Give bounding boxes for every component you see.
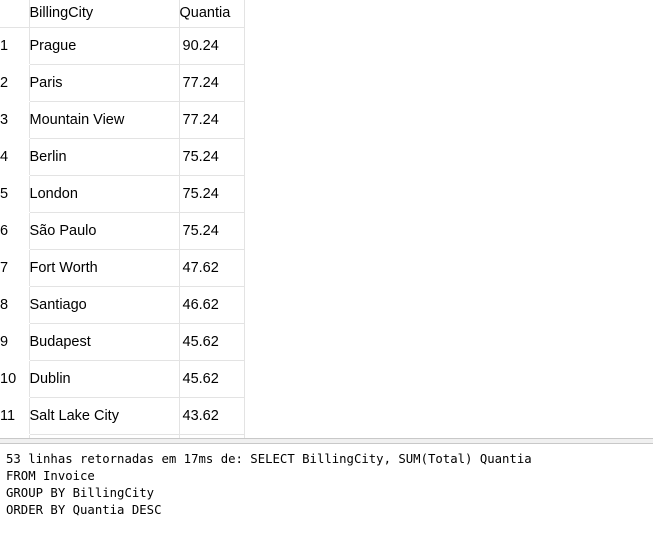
header-row: BillingCity Quantia [0,0,245,28]
row-number[interactable]: 6 [0,212,30,250]
table-row[interactable]: 2 Paris 77.24 [0,64,245,102]
table-row-partial[interactable] [0,434,245,438]
quantia-cell[interactable] [179,434,245,438]
quantia-cell[interactable]: 77.24 [179,64,245,102]
row-number[interactable]: 4 [0,138,30,176]
table-row[interactable]: 4 Berlin 75.24 [0,138,245,176]
row-number[interactable]: 7 [0,249,30,287]
quantia-cell[interactable]: 75.24 [179,138,245,176]
billingcity-cell[interactable]: Salt Lake City [29,397,180,435]
quantia-cell[interactable]: 45.62 [179,323,245,361]
billingcity-cell[interactable]: Budapest [29,323,180,361]
billingcity-cell[interactable]: São Paulo [29,212,180,250]
billingcity-cell[interactable]: Mountain View [29,101,180,139]
table-row[interactable]: 8 Santiago 46.62 [0,286,245,324]
pane-splitter[interactable] [0,438,653,444]
table-row[interactable]: 7 Fort Worth 47.62 [0,249,245,287]
quantia-cell[interactable]: 77.24 [179,101,245,139]
table-row[interactable]: 6 São Paulo 75.24 [0,212,245,250]
row-number[interactable]: 5 [0,175,30,213]
billingcity-cell[interactable]: Berlin [29,138,180,176]
quantia-cell[interactable]: 75.24 [179,175,245,213]
row-number[interactable]: 2 [0,64,30,102]
billingcity-cell[interactable]: Fort Worth [29,249,180,287]
table-row[interactable]: 9 Budapest 45.62 [0,323,245,361]
table-row[interactable]: 5 London 75.24 [0,175,245,213]
row-number-header[interactable] [0,0,30,28]
billingcity-cell[interactable]: Santiago [29,286,180,324]
billingcity-cell[interactable] [29,434,180,438]
row-number[interactable]: 9 [0,323,30,361]
billingcity-cell[interactable]: London [29,175,180,213]
row-number[interactable]: 8 [0,286,30,324]
row-number[interactable] [0,434,30,438]
billingcity-cell[interactable]: Paris [29,64,180,102]
quantia-cell[interactable]: 45.62 [179,360,245,398]
quantia-cell[interactable]: 43.62 [179,397,245,435]
quantia-cell[interactable]: 46.62 [179,286,245,324]
quantia-cell[interactable]: 47.62 [179,249,245,287]
table-row[interactable]: 1 Prague 90.24 [0,27,245,65]
query-result-message: 53 linhas retornadas em 17ms de: SELECT … [6,452,532,517]
row-number[interactable]: 10 [0,360,30,398]
quantia-cell[interactable]: 75.24 [179,212,245,250]
row-number[interactable]: 1 [0,27,30,65]
row-number[interactable]: 11 [0,397,30,435]
billingcity-cell[interactable]: Dublin [29,360,180,398]
row-number[interactable]: 3 [0,101,30,139]
table-row[interactable]: 3 Mountain View 77.24 [0,101,245,139]
quantia-cell[interactable]: 90.24 [179,27,245,65]
table-row[interactable]: 11 Salt Lake City 43.62 [0,397,245,435]
table-row[interactable]: 10 Dublin 45.62 [0,360,245,398]
column-header-quantia[interactable]: Quantia [179,0,245,28]
results-table: BillingCity Quantia 1 Prague 90.24 2 Par… [0,0,245,438]
column-header-billingcity[interactable]: BillingCity [29,0,180,28]
billingcity-cell[interactable]: Prague [29,27,180,65]
message-pane[interactable]: 53 linhas retornadas em 17ms de: SELECT … [0,444,653,544]
results-grid[interactable]: BillingCity Quantia 1 Prague 90.24 2 Par… [0,0,653,438]
